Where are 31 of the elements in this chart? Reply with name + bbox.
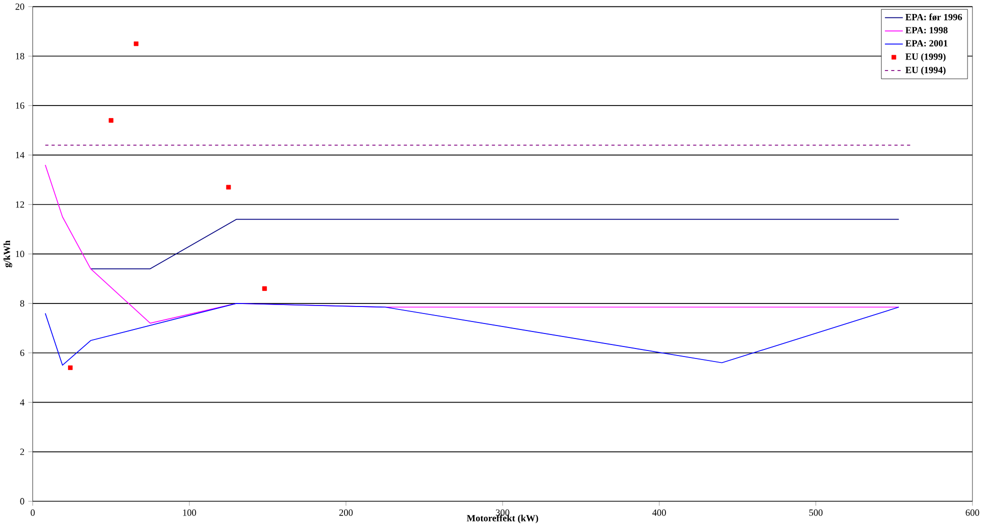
x-tick-label: 100 bbox=[183, 510, 196, 516]
y-tick-label: 6 bbox=[20, 350, 24, 356]
x-tick-label: 300 bbox=[496, 510, 510, 516]
x-axis-title: Motoreffekt (kW) bbox=[466, 514, 538, 524]
y-tick-label: 16 bbox=[16, 102, 24, 109]
x-tick-label: 500 bbox=[809, 510, 823, 516]
y-tick-label: 14 bbox=[16, 152, 24, 158]
y-tick-label: 8 bbox=[20, 300, 24, 307]
point bbox=[108, 118, 114, 123]
y-tick-label: 4 bbox=[20, 399, 24, 406]
legend-label: EU (1994) bbox=[906, 66, 946, 76]
point bbox=[262, 286, 267, 292]
legend-label: EPA: 2001 bbox=[906, 40, 948, 47]
y-tick-label: 20 bbox=[16, 4, 24, 10]
y-tick-label: 0 bbox=[20, 498, 24, 505]
y-tick-label: 18 bbox=[16, 53, 24, 60]
y-axis-title: g/kWh bbox=[4, 240, 12, 268]
y-tick-label: 2 bbox=[20, 448, 24, 456]
point bbox=[68, 366, 73, 370]
y-tick-label: 12 bbox=[16, 202, 24, 208]
point bbox=[134, 42, 138, 46]
legend-label: EU (1999) bbox=[906, 53, 946, 62]
x-tick-label: 400 bbox=[652, 510, 666, 516]
legend-label: EPA: før 1996 bbox=[906, 14, 962, 21]
line-series bbox=[44, 303, 900, 366]
x-tick-label: 0 bbox=[30, 510, 35, 516]
x-tick-label: 600 bbox=[966, 510, 980, 516]
point bbox=[226, 185, 231, 190]
x-tick-label: 200 bbox=[339, 510, 353, 516]
legend-label: EPA: 1998 bbox=[906, 27, 948, 34]
y-tick-label: 10 bbox=[16, 250, 24, 258]
